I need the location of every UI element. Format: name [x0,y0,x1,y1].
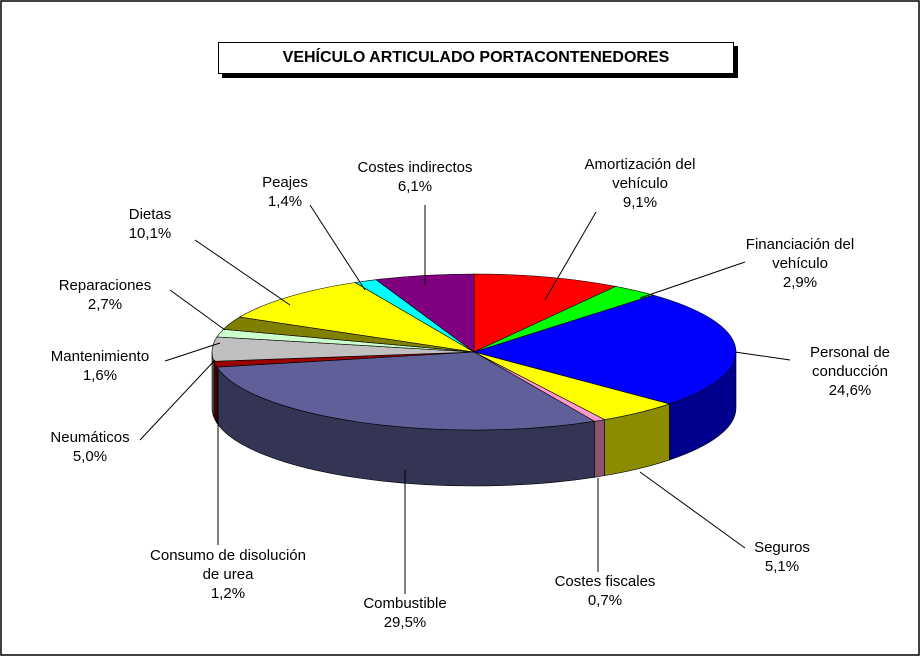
leader-line [309,204,366,291]
slice-value-label: 24,6% [828,382,872,399]
leader-line [164,342,221,362]
slice-label: Dietas 10,1% [110,205,190,243]
slice-side [594,419,605,478]
slice-value-label: 1,6% [82,367,118,384]
chart-title: VEHÍCULO ARTICULADO PORTACONTENEDORES [218,42,734,74]
slice-value-label: 6,1% [397,178,433,195]
slice-label: Costes indirectos 6,1% [340,158,490,196]
slice-name: Reparaciones [58,277,152,294]
slice-label: Combustible 29,5% [345,594,465,632]
slice-name: Peajes [262,174,308,191]
slice-name: Combustible [363,595,447,612]
slice-value-label: 29,5% [383,614,427,631]
slice-value-label: 2,7% [87,296,123,313]
slice-label: Mantenimiento 1,6% [35,347,165,385]
slice-value-label: 9,1% [622,194,658,211]
leader-line [639,261,746,299]
slice-label: Financiación del vehículo 2,9% [730,235,870,292]
slice-name: Costes fiscales [554,573,656,590]
slice-name: Amortización del vehículo [584,156,696,192]
slice-value-label: 10,1% [128,225,172,242]
leader-line [169,289,226,331]
slice-value-label: 5,1% [764,558,800,575]
slice [472,294,737,405]
slice-value-label: 1,4% [267,193,303,210]
slice-name: Seguros [754,539,810,556]
slice-label: Costes fiscales 0,7% [540,572,670,610]
leader-line [139,359,216,441]
slice-name: Consumo de disolución de urea [150,547,306,583]
slice-value-label: 0,7% [587,592,623,609]
slice-label: Consumo de disolución de urea 1,2% [148,546,308,603]
slice-name: Financiación del vehículo [745,236,855,272]
slice [238,282,475,353]
slice-name: Dietas [128,206,172,223]
slice-name: Personal de conducción [809,344,891,380]
leader-line [639,471,746,549]
slice-value-label: 5,0% [72,448,108,465]
slice-name: Costes indirectos [357,159,473,176]
slice-name: Neumáticos [50,429,130,446]
slice-label: Seguros 5,1% [742,538,822,576]
slice [473,273,617,353]
slice [216,351,596,431]
slice-name: Mantenimiento [50,348,150,365]
slice-label: Amortización del vehículo 9,1% [560,155,720,212]
slice [375,273,475,353]
slice-label: Neumáticos 5,0% [40,428,140,466]
slice-side [213,361,218,425]
slice-label: Reparaciones 2,7% [40,276,170,314]
slice-label: Personal de conducción 24,6% [790,343,910,400]
slice-value-label: 1,2% [210,585,246,602]
leader-line [194,239,291,306]
leader-line [544,211,597,301]
slice-label: Peajes 1,4% [250,173,320,211]
slice-value-label: 2,9% [782,274,818,291]
leader-line [734,351,791,361]
